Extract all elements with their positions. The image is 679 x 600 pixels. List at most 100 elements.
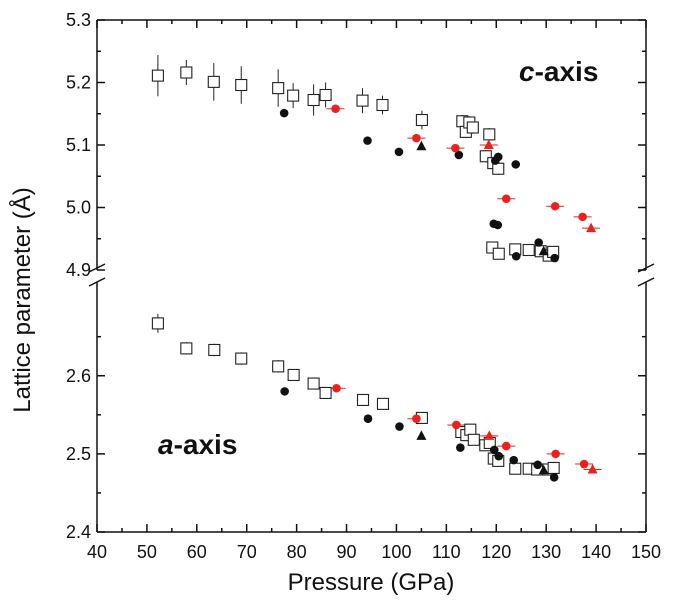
data-point-filled-circle xyxy=(534,238,543,247)
data-point-red-triangle xyxy=(483,139,494,149)
data-point-open-square xyxy=(207,75,220,88)
data-point-open-square xyxy=(479,150,492,163)
data-point-red-circle xyxy=(451,143,460,153)
data-point-open-square xyxy=(208,343,221,357)
a-axis-annotation: a-axis xyxy=(158,429,237,460)
data-point-filled-circle xyxy=(493,220,503,230)
data-point-open-square xyxy=(319,88,332,102)
data-point-filled-circle xyxy=(533,460,542,470)
y-tick-label: 5.1 xyxy=(66,135,91,155)
x-tick-label: 70 xyxy=(237,542,257,562)
x-tick-label: 110 xyxy=(432,542,461,562)
data-point-open-square xyxy=(356,94,369,107)
data-point-red-circle xyxy=(550,201,560,211)
data-point-red-circle xyxy=(412,414,421,424)
y-tick-label: 4.9 xyxy=(66,260,91,280)
y-tick-label: 2.4 xyxy=(66,522,91,542)
data-point-red-circle xyxy=(579,459,589,469)
data-point-filled-circle xyxy=(454,150,464,160)
data-point-filled-triangle xyxy=(538,464,549,475)
x-tick-label: 150 xyxy=(631,542,661,562)
data-point-filled-circle xyxy=(456,443,465,452)
data-point-filled-circle xyxy=(394,147,404,157)
data-markers xyxy=(151,66,598,482)
x-tick-label: 50 xyxy=(137,542,157,562)
data-point-red-triangle xyxy=(587,464,598,474)
a-axis-annotation-italic: a xyxy=(158,429,174,460)
axis-break-left-lower xyxy=(88,277,106,287)
x-tick-label: 140 xyxy=(581,542,611,562)
data-point-open-square xyxy=(376,98,389,112)
data-point-filled-circle xyxy=(280,387,289,396)
data-point-filled-circle xyxy=(511,251,521,261)
data-point-open-square xyxy=(287,368,300,382)
data-point-red-circle xyxy=(331,104,340,114)
tick-labels: 40 50 60 70 80 90 100 110 120 130 140 150 4.9 5.0 5.1 5… xyxy=(66,10,661,562)
a-axis-annotation-rest: -axis xyxy=(174,429,238,460)
c-axis-annotation: c-axis xyxy=(519,56,598,87)
data-point-open-square xyxy=(483,128,496,141)
y-tick-label: 5.3 xyxy=(66,10,91,30)
data-point-filled-circle xyxy=(493,152,503,162)
data-point-open-square xyxy=(287,89,300,102)
data-point-filled-circle xyxy=(489,445,499,455)
data-point-open-square xyxy=(415,113,428,127)
data-point-filled-circle xyxy=(549,473,559,482)
x-tick-label: 80 xyxy=(287,542,307,562)
data-point-red-circle xyxy=(332,383,341,393)
data-point-red-triangle xyxy=(484,430,495,440)
data-point-open-square xyxy=(509,462,522,475)
data-point-open-square xyxy=(467,433,480,446)
data-point-filled-triangle xyxy=(416,140,427,151)
data-point-open-square xyxy=(307,93,320,107)
x-tick-label: 60 xyxy=(187,542,207,562)
data-point-open-square xyxy=(547,461,560,474)
data-point-open-square xyxy=(486,241,499,254)
data-point-red-triangle xyxy=(586,222,597,233)
x-axis-title: Pressure (GPa) xyxy=(288,569,455,596)
data-point-red-circle xyxy=(501,194,511,204)
y-tick-label: 5.2 xyxy=(66,73,91,93)
x-tick-label: 100 xyxy=(381,542,411,562)
axis-break-right-lower xyxy=(637,277,655,287)
axis-ticks xyxy=(96,19,647,533)
data-point-red-circle xyxy=(501,441,511,451)
data-point-red-circle xyxy=(412,133,421,143)
data-point-filled-circle xyxy=(279,108,289,118)
data-point-open-square xyxy=(376,397,390,410)
data-point-filled-circle xyxy=(509,455,519,465)
x-tick-label: 130 xyxy=(531,542,561,562)
data-point-open-square xyxy=(151,69,164,82)
y-tick-label: 5.0 xyxy=(66,198,91,218)
x-tick-label: 40 xyxy=(87,542,107,562)
data-point-open-square xyxy=(319,386,332,399)
y-axis-title: Lattice parameter (Å) xyxy=(8,187,36,412)
data-point-filled-circle xyxy=(395,422,404,431)
data-point-open-square xyxy=(356,393,370,407)
data-point-red-circle xyxy=(578,212,587,222)
data-point-filled-circle xyxy=(550,253,559,263)
data-point-filled-triangle xyxy=(538,245,549,256)
data-point-open-square xyxy=(235,352,248,365)
data-point-filled-circle xyxy=(494,451,504,461)
c-axis-annotation-italic: c xyxy=(519,56,535,87)
data-point-open-square xyxy=(180,342,193,355)
data-point-open-square xyxy=(522,243,535,257)
x-tick-label: 90 xyxy=(337,542,357,562)
data-point-open-square xyxy=(466,121,479,134)
data-point-open-square xyxy=(180,66,193,79)
data-point-open-square xyxy=(272,82,285,95)
data-point-filled-triangle xyxy=(416,430,427,440)
y-tick-label: 2.5 xyxy=(66,444,91,464)
data-point-open-square xyxy=(151,317,164,330)
data-point-open-square xyxy=(464,423,477,436)
axis-break-left-upper xyxy=(88,263,106,273)
data-point-open-square xyxy=(272,360,285,373)
data-point-open-square xyxy=(492,247,505,260)
data-point-red-circle xyxy=(452,420,461,430)
data-point-filled-circle xyxy=(511,160,521,169)
data-point-filled-circle xyxy=(363,136,372,145)
data-point-open-square xyxy=(307,377,320,390)
x-tick-label: 120 xyxy=(481,542,511,562)
data-point-red-circle xyxy=(551,449,560,459)
